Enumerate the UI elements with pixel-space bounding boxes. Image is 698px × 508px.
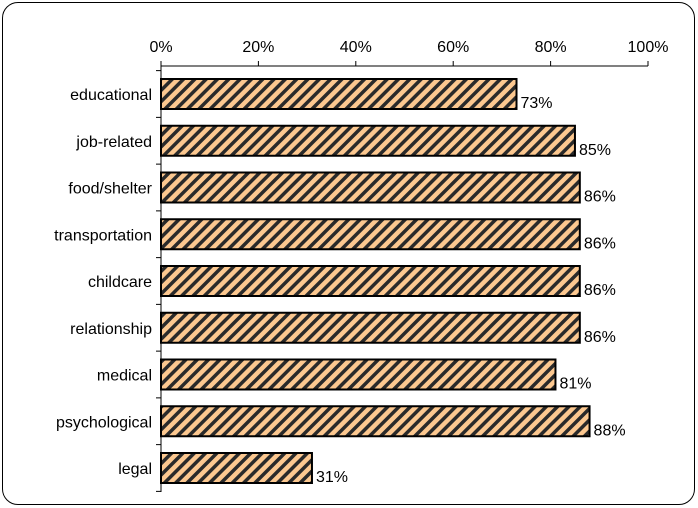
x-tick-label: 20% xyxy=(242,39,274,56)
category-label: legal xyxy=(118,461,152,478)
category-label: psychological xyxy=(56,414,152,431)
category-label: transportation xyxy=(54,227,152,244)
bar-transportation xyxy=(160,218,581,251)
bar-job-related xyxy=(160,124,576,157)
category-label: food/shelter xyxy=(68,181,152,198)
bar-medical xyxy=(160,358,557,391)
category-label: medical xyxy=(97,368,152,385)
value-label: 86% xyxy=(584,282,616,299)
x-tick-label: 60% xyxy=(437,39,469,56)
bar-food-shelter xyxy=(160,171,581,204)
category-label: relationship xyxy=(70,321,152,338)
bar-childcare xyxy=(160,265,581,297)
category-label: job-related xyxy=(75,134,152,151)
value-label: 88% xyxy=(594,422,626,439)
category-label: educational xyxy=(70,87,152,104)
bar-educational xyxy=(160,78,518,110)
value-label: 73% xyxy=(521,95,553,112)
x-tick-label: 0% xyxy=(149,39,172,56)
bars-layer xyxy=(160,78,591,484)
bar-legal xyxy=(160,452,313,484)
value-label: 81% xyxy=(559,376,591,393)
x-tick-label: 40% xyxy=(340,39,372,56)
bar-psychological xyxy=(160,405,591,438)
value-label: 86% xyxy=(584,329,616,346)
bar-relationship xyxy=(160,311,581,344)
x-tick-label: 80% xyxy=(535,39,567,56)
value-label: 31% xyxy=(316,469,348,486)
labels-layer: 0% 20% 40% 60% 80% 100% educational 73% job-rela… xyxy=(54,39,668,486)
value-label: 85% xyxy=(579,142,611,159)
value-label: 86% xyxy=(584,235,616,252)
category-label: childcare xyxy=(88,274,152,291)
x-tick-label: 100% xyxy=(628,39,669,56)
value-label: 86% xyxy=(584,189,616,206)
